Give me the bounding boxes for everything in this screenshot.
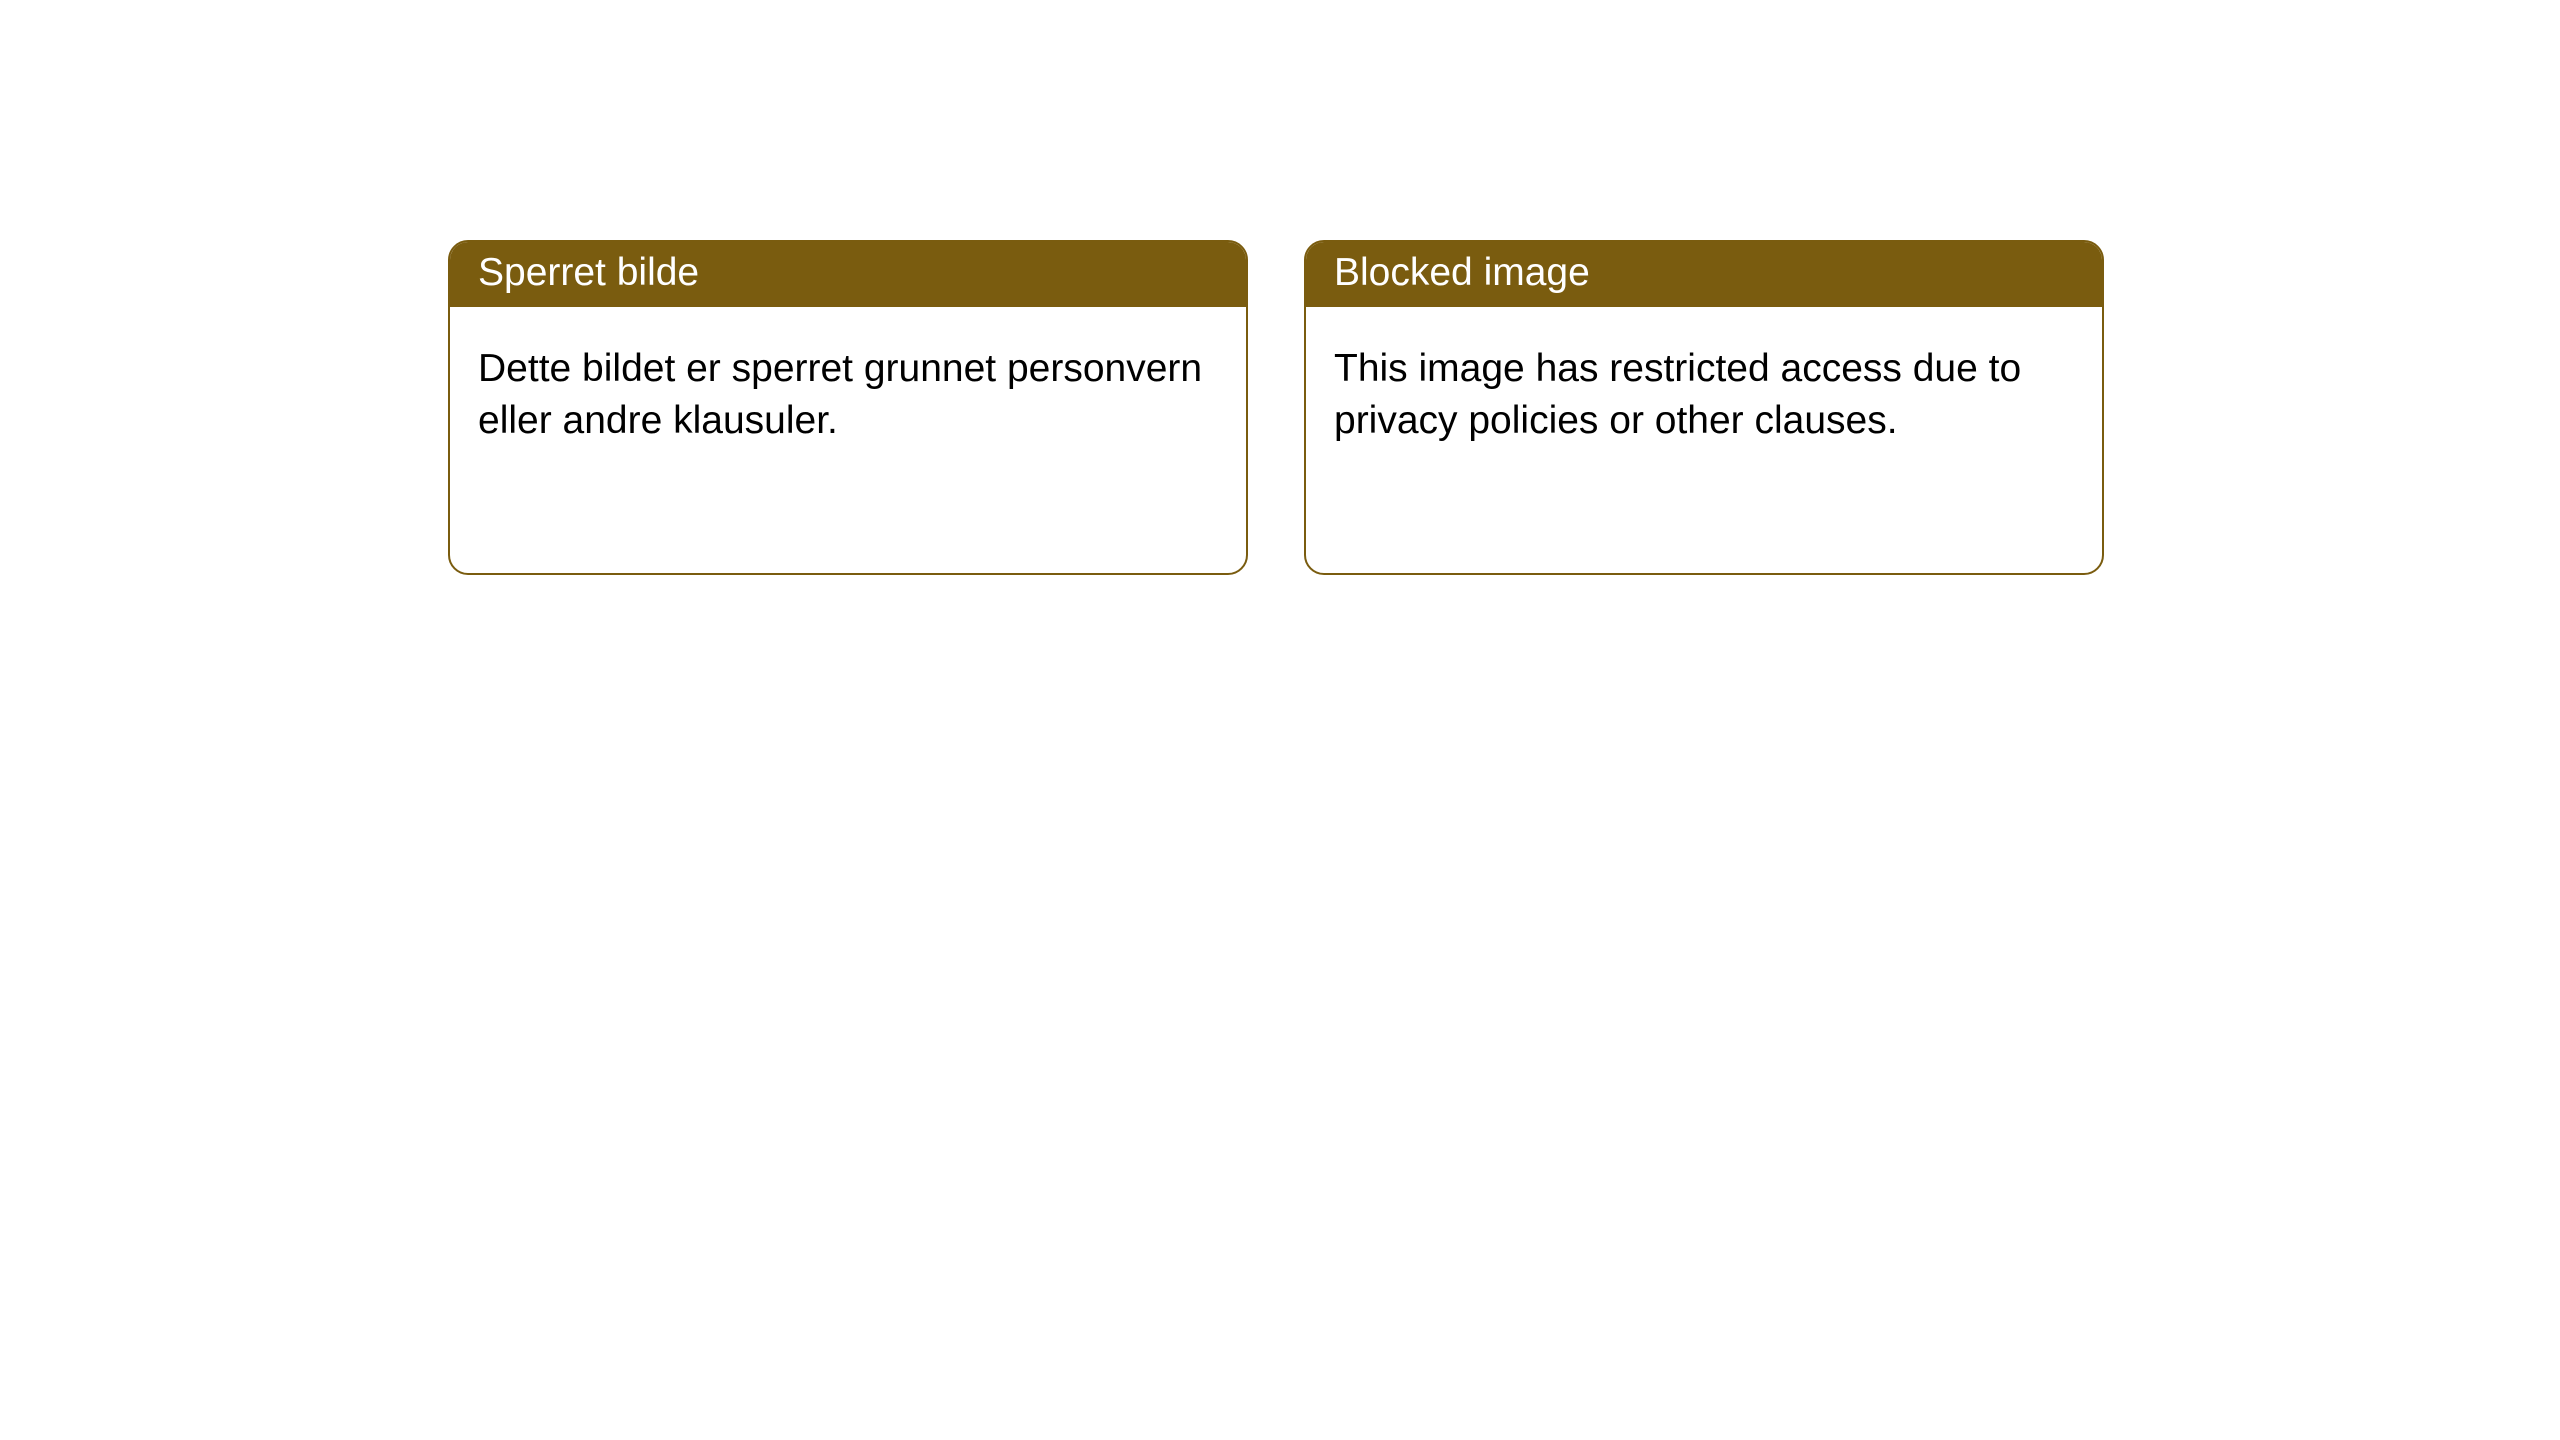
card-header: Sperret bilde	[450, 242, 1246, 307]
blocked-image-card-no: Sperret bilde Dette bildet er sperret gr…	[448, 240, 1248, 575]
card-header: Blocked image	[1306, 242, 2102, 307]
card-body-text: This image has restricted access due to …	[1334, 347, 2021, 443]
blocked-image-card-en: Blocked image This image has restricted …	[1304, 240, 2104, 575]
card-body: This image has restricted access due to …	[1306, 307, 2102, 484]
card-title: Sperret bilde	[478, 251, 699, 294]
card-title: Blocked image	[1334, 251, 1590, 294]
card-body-text: Dette bildet er sperret grunnet personve…	[478, 347, 1202, 443]
card-body: Dette bildet er sperret grunnet personve…	[450, 307, 1246, 484]
cards-container: Sperret bilde Dette bildet er sperret gr…	[0, 0, 2560, 575]
